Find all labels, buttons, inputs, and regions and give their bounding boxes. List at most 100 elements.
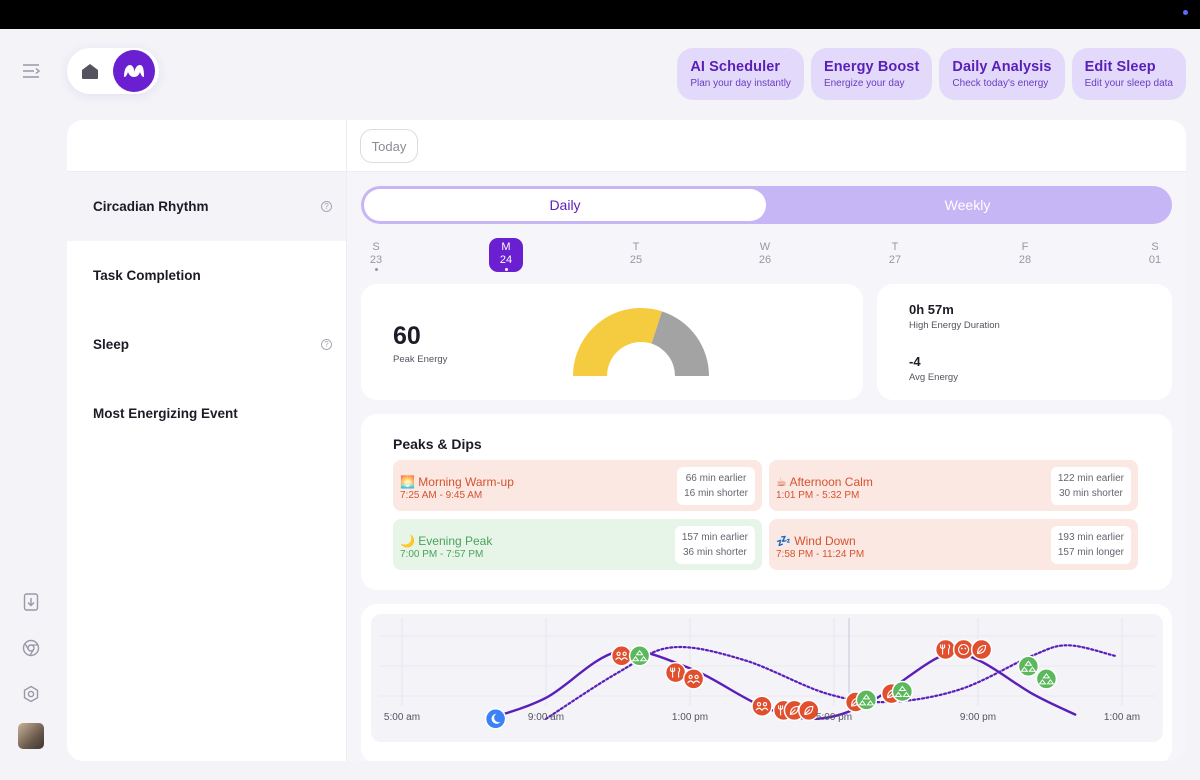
home-icon[interactable] (79, 60, 101, 82)
day-letter: T (632, 241, 640, 253)
exercise-icon (858, 694, 875, 706)
user-avatar[interactable] (18, 723, 44, 749)
menu-item-most-energizing-event[interactable]: Most Energizing Event (67, 379, 346, 448)
day-1[interactable]: M 24 (489, 238, 523, 272)
social-event-marker[interactable] (610, 645, 633, 667)
settings-icon[interactable] (20, 683, 42, 705)
comparison-line: 122 min earlier (1057, 473, 1124, 484)
peak-dip-name: 🌅 Morning Warm-up (400, 475, 514, 489)
system-top-bar (0, 0, 1200, 29)
day-dot (504, 268, 508, 271)
edit-sleep-button[interactable]: Edit Sleep Edit your sleep data (1071, 48, 1186, 100)
day-letter: M (501, 241, 511, 253)
social-event-marker[interactable] (682, 668, 705, 690)
nature-icon (977, 644, 987, 655)
peak-dip-icon: ☕ (776, 475, 787, 489)
exercise-event-marker[interactable] (628, 645, 651, 667)
action-title: Edit Sleep (1084, 59, 1156, 75)
social-icon (687, 674, 701, 684)
action-subtitle: Check today's energy (952, 78, 1049, 89)
peak-dip-comparison: 157 min earlier 36 min shorter (674, 526, 755, 564)
menu-item-label: Task Completion (93, 268, 201, 283)
peak-energy-label: Peak Energy (393, 354, 448, 365)
nature-event-marker[interactable] (798, 699, 820, 722)
exercise-event-marker[interactable] (855, 689, 878, 711)
comparison-line: 36 min shorter (682, 547, 747, 558)
sidebar-toggle-icon[interactable] (20, 60, 42, 82)
menu-item-label: Circadian Rhythm (93, 199, 209, 214)
day-4[interactable]: T 27 (878, 238, 912, 272)
day-number: 01 (1148, 254, 1162, 266)
nature-icon (804, 705, 814, 715)
day-5[interactable]: F 28 (1008, 238, 1042, 272)
menu-item-task-completion[interactable]: Task Completion (67, 241, 346, 310)
exercise-icon (1038, 673, 1055, 685)
sleep-event-marker[interactable] (484, 708, 507, 730)
download-icon[interactable] (20, 591, 42, 613)
chrome-icon[interactable] (20, 637, 42, 659)
energy-boost-button[interactable]: Energy Boost Energize your day (810, 48, 933, 100)
emoji-event-marker[interactable] (952, 638, 975, 661)
peak-dip-item[interactable]: ☕ Afternoon Calm 1:01 PM - 5:32 PM 122 min… (769, 460, 1138, 511)
brand-logo-button[interactable] (113, 50, 155, 92)
peak-dip-name: 💤 Wind Down (776, 534, 856, 548)
peak-dip-item[interactable]: 🌙 Evening Peak 7:00 PM - 7:57 PM 157 min e… (393, 519, 762, 570)
help-icon[interactable]: ? (321, 201, 332, 212)
menu-header (67, 120, 346, 172)
meal-event-marker[interactable] (664, 661, 687, 684)
social-event-marker[interactable] (751, 695, 773, 717)
day-3[interactable]: W 26 (748, 238, 782, 272)
day-dot (374, 268, 378, 271)
peak-dip-icon: 💤 (776, 534, 791, 548)
day-number: 28 (1018, 254, 1032, 266)
avg-energy-label: Avg Energy (909, 372, 958, 383)
x-tick-label: 5:00 pm (816, 712, 852, 723)
exercise-icon (1020, 660, 1037, 672)
energy-chart-area: 5:00 am 9:00 am 1:00 pm 5:00 pm 9:00 pm 1:00 … (371, 614, 1163, 742)
x-tick-label: 1:00 pm (672, 712, 708, 723)
help-icon[interactable]: ? (321, 339, 332, 350)
left-rail (0, 29, 62, 780)
peak-dip-item[interactable]: 💤 Wind Down 7:58 PM - 11:24 PM 193 min ear… (769, 519, 1138, 570)
content-header: Today (347, 120, 1186, 172)
day-0[interactable]: S 23 (359, 238, 393, 272)
day-letter: S (372, 241, 380, 253)
exercise-icon (631, 649, 648, 662)
menu-item-sleep[interactable]: Sleep ? (67, 310, 346, 379)
action-title: Daily Analysis (952, 59, 1052, 75)
content-area: Today Daily Weekly S 23 M 24 T 25 W 26 T 27 F 28 S 01… (347, 120, 1186, 761)
exercise-icon (894, 685, 911, 697)
exercise-event-marker[interactable] (1035, 668, 1058, 690)
meal-icon (940, 644, 951, 655)
today-button[interactable]: Today (360, 129, 418, 163)
peak-dip-item[interactable]: 🌅 Morning Warm-up 7:25 AM - 9:45 AM 66 min… (393, 460, 762, 511)
energy-curve-chart[interactable]: 5:00 am 9:00 am 1:00 pm 5:00 pm 9:00 pm 1:00 … (371, 614, 1163, 742)
ai-scheduler-button[interactable]: AI Scheduler Plan your day instantly (677, 48, 804, 100)
exercise-event-marker[interactable] (891, 680, 914, 703)
mode-switch (67, 48, 159, 94)
day-2[interactable]: T 25 (619, 238, 653, 272)
day-letter: F (1021, 241, 1029, 253)
daily-analysis-button[interactable]: Daily Analysis Check today's energy (939, 48, 1065, 100)
tab-daily[interactable]: Daily (364, 189, 766, 221)
nature-event-marker[interactable] (970, 638, 993, 661)
gauge-remaining-arc (651, 311, 709, 376)
peak-dip-comparison: 66 min earlier 16 min shorter (677, 467, 755, 505)
peak-energy-card: 60 Peak Energy (361, 284, 863, 400)
comparison-line: 30 min shorter (1058, 488, 1123, 499)
menu-item-circadian-rhythm[interactable]: Circadian Rhythm ? (67, 172, 346, 241)
peak-dip-time: 1:01 PM - 5:32 PM (776, 490, 860, 501)
day-6[interactable]: S 01 (1138, 238, 1172, 272)
peak-dip-label: Afternoon Calm (789, 475, 873, 489)
peak-dip-icon: 🌅 (400, 475, 415, 489)
x-tick-label: 1:00 am (1104, 712, 1140, 723)
menu-item-label: Most Energizing Event (93, 406, 238, 421)
action-subtitle: Edit your sleep data (1084, 78, 1173, 89)
day-letter: T (891, 241, 899, 253)
peaks-dips-title: Peaks & Dips (393, 436, 482, 452)
exercise-event-marker[interactable] (1017, 655, 1040, 678)
meal-event-marker[interactable] (934, 638, 957, 661)
tab-weekly[interactable]: Weekly (944, 197, 991, 213)
period-toggle: Daily Weekly (361, 186, 1172, 224)
x-tick-label: 9:00 pm (960, 712, 996, 723)
